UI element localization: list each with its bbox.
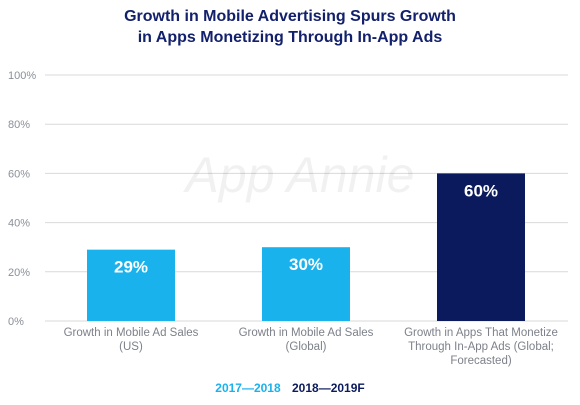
chart-title-line-2: in Apps Monetizing Through In-App Ads <box>137 29 443 46</box>
y-tick-label-60: 60% <box>8 168 30 180</box>
bar-2 <box>262 247 350 321</box>
bar-layer <box>87 173 525 321</box>
category-label-3-line-2: Through In-App Ads (Global; <box>408 341 554 353</box>
category-label-2-line-2: (Global) <box>286 341 327 353</box>
chart-title-line-1: Growth in Mobile Advertising Spurs Growt… <box>124 8 456 25</box>
y-tick-label-40: 40% <box>8 218 30 230</box>
bar-1 <box>87 249 175 321</box>
category-label-2-line-1: Growth in Mobile Ad Sales <box>239 327 374 339</box>
chart-title: Growth in Mobile Advertising Spurs Growt… <box>0 6 580 48</box>
category-label-1-line-2: (US) <box>119 341 143 353</box>
y-tick-label-20: 20% <box>8 267 30 279</box>
y-tick-label-80: 80% <box>8 119 30 131</box>
y-tick-label-0: 0% <box>8 316 24 328</box>
legend-item-2017-2018: 2017—2018 <box>215 381 281 395</box>
category-label-1-line-1: Growth in Mobile Ad Sales <box>64 327 199 339</box>
data-label-2: 30% <box>289 255 323 274</box>
legend-item-2018-2019f: 2018—2019F <box>292 381 365 395</box>
bar-3 <box>437 173 525 321</box>
y-tick-label-100: 100% <box>8 70 36 82</box>
data-label-3: 60% <box>464 181 498 200</box>
label-layer: 29% Growth in Mobile Ad Sales (US) 30% Growt… <box>64 181 558 367</box>
data-label-1: 29% <box>114 258 148 277</box>
legend: 2017—2018 2018—2019F <box>0 381 580 395</box>
watermark: App Annie <box>183 147 415 203</box>
category-label-3-line-3: Forecasted) <box>450 355 512 367</box>
category-label-3-line-1: Growth in Apps That Monetize <box>404 327 558 339</box>
